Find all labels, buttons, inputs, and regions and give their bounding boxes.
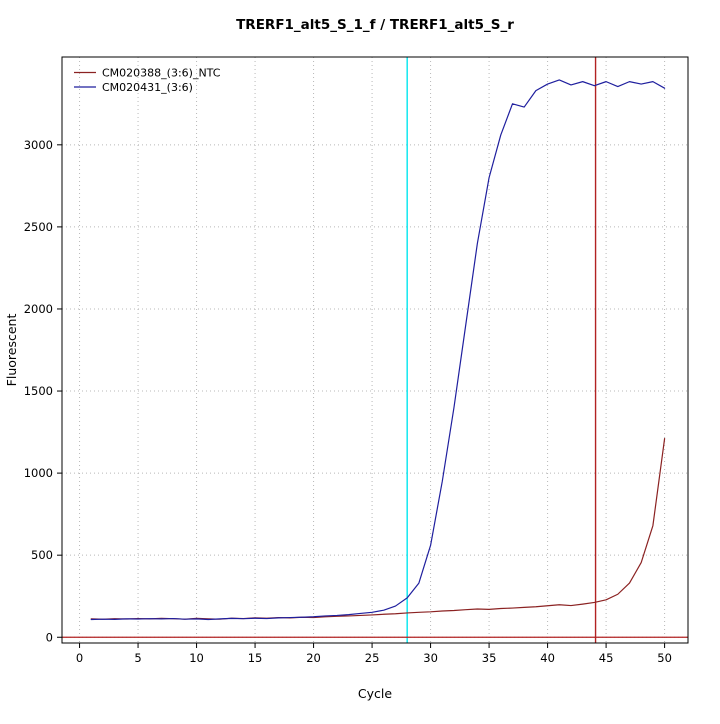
legend-label-sample: CM020431_(3:6) — [102, 81, 193, 94]
x-tick-label: 15 — [248, 651, 263, 665]
gridlines — [62, 57, 688, 643]
series-line-0 — [90, 438, 666, 620]
x-tick-label: 5 — [134, 651, 141, 665]
y-axis-label: Fluorescent — [4, 314, 19, 387]
y-tick-label: 1000 — [24, 466, 53, 480]
x-tick-label: 25 — [365, 651, 380, 665]
x-tick-label: 30 — [423, 651, 438, 665]
x-tick-label: 45 — [599, 651, 614, 665]
reference-lines — [62, 57, 688, 643]
series-lines — [90, 79, 666, 621]
y-tick-label: 2000 — [24, 302, 53, 316]
y-tick-label: 3000 — [24, 138, 53, 152]
legend-label-ntc: CM020388_(3:6)_NTC — [102, 67, 221, 80]
plot-border — [61, 56, 689, 644]
y-tick-label: 500 — [31, 548, 53, 562]
x-axis-label: Cycle — [358, 686, 392, 701]
series-line-1 — [90, 79, 666, 621]
x-tick-label: 10 — [189, 651, 204, 665]
legend: CM020388_(3:6)_NTC CM020431_(3:6) — [74, 67, 221, 94]
x-tick-label: 0 — [76, 651, 83, 665]
x-tick-label: 35 — [482, 651, 497, 665]
y-tick-label: 2500 — [24, 220, 53, 234]
x-tick-label: 50 — [657, 651, 672, 665]
axis-ticks: 0 5 10 15 20 25 30 35 40 45 5005001000150020002500… — [24, 138, 672, 665]
x-tick-label: 20 — [306, 651, 321, 665]
y-tick-label: 0 — [46, 630, 53, 644]
y-tick-label: 1500 — [24, 384, 53, 398]
chart-title: TRERF1_alt5_S_1_f / TRERF1_alt5_S_r — [236, 17, 514, 33]
x-tick-label: 40 — [540, 651, 555, 665]
